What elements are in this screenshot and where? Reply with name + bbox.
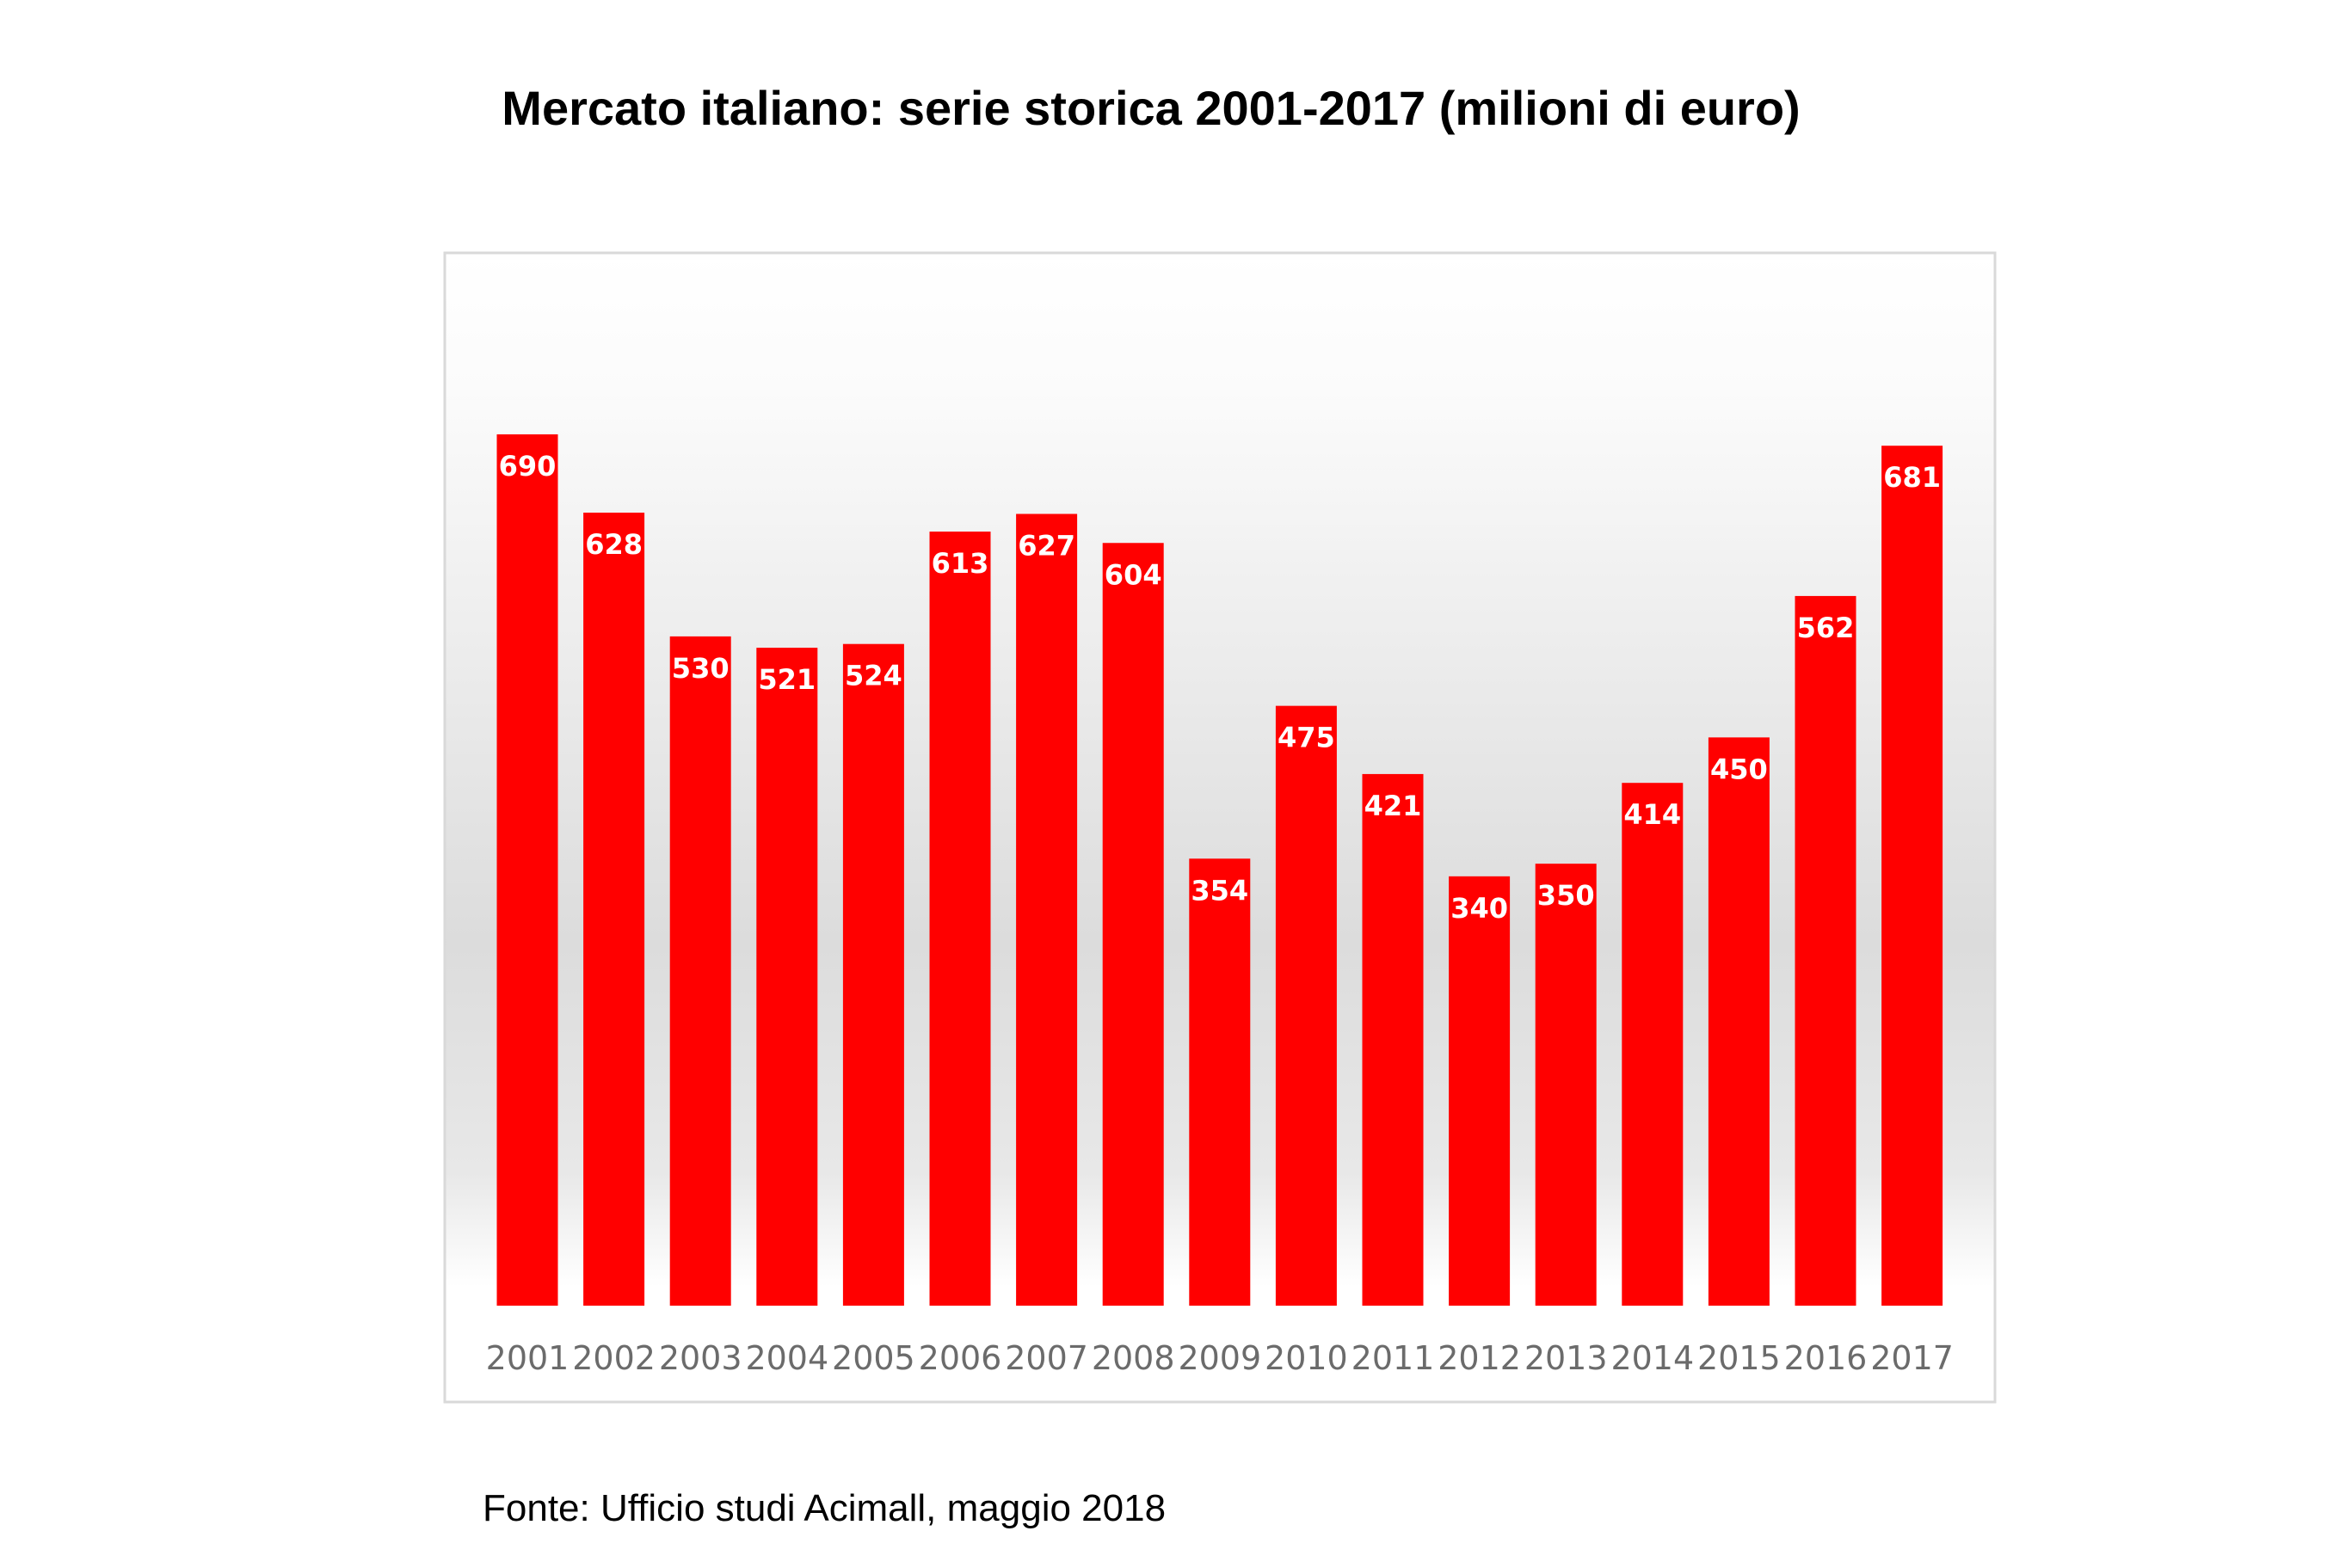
bar-2006 <box>929 532 991 1306</box>
bar-2008 <box>1102 543 1164 1306</box>
data-label-2014: 414 <box>1623 798 1681 831</box>
data-label-2012: 340 <box>1450 892 1508 925</box>
data-label-2005: 524 <box>845 660 902 692</box>
bar-2001 <box>496 434 558 1306</box>
bar-2012 <box>1449 876 1511 1306</box>
bar-2016 <box>1795 595 1856 1306</box>
source-note: Fonte: Ufficio studi Acimall, maggio 201… <box>483 1487 1166 1529</box>
x-tick-label: 2017 <box>1870 1339 1954 1377</box>
bar-2011 <box>1362 773 1424 1306</box>
x-tick-label: 2011 <box>1351 1339 1435 1377</box>
data-label-2003: 530 <box>672 652 730 685</box>
data-label-2006: 613 <box>932 547 989 580</box>
bar-2010 <box>1275 705 1337 1306</box>
data-label-2002: 628 <box>585 528 643 561</box>
bar-2004 <box>756 648 818 1306</box>
x-tick-label: 2010 <box>1265 1339 1348 1377</box>
x-tick-label: 2013 <box>1524 1339 1608 1377</box>
data-label-2015: 450 <box>1710 753 1768 785</box>
data-label-2016: 562 <box>1797 612 1855 644</box>
bar-2013 <box>1535 864 1597 1306</box>
bar-2002 <box>583 513 645 1306</box>
bar-2014 <box>1622 783 1684 1306</box>
bar-2005 <box>842 643 904 1306</box>
x-tick-label: 2015 <box>1697 1339 1781 1377</box>
data-label-2013: 350 <box>1537 879 1595 912</box>
x-tick-label: 2014 <box>1610 1339 1694 1377</box>
x-tick-label: 2008 <box>1092 1339 1175 1377</box>
x-tick-label: 2004 <box>745 1339 828 1377</box>
data-label-2017: 681 <box>1883 461 1941 494</box>
data-label-2004: 521 <box>758 663 816 696</box>
chart-title: Mercato italiano: serie storica 2001-201… <box>502 81 1800 135</box>
data-label-2001: 690 <box>499 450 557 483</box>
x-tick-label: 2003 <box>659 1339 742 1377</box>
data-label-2010: 475 <box>1278 722 1335 754</box>
bar-2009 <box>1189 858 1251 1306</box>
x-tick-label: 2012 <box>1438 1339 1521 1377</box>
bar-2015 <box>1708 737 1770 1306</box>
data-label-2009: 354 <box>1191 874 1248 907</box>
data-label-2007: 627 <box>1018 529 1075 562</box>
x-tick-label: 2016 <box>1784 1339 1868 1377</box>
bar-2003 <box>669 636 731 1306</box>
x-tick-label: 2006 <box>919 1339 1002 1377</box>
x-tick-label: 2009 <box>1178 1339 1261 1377</box>
bar-2007 <box>1016 513 1078 1306</box>
x-tick-label: 2001 <box>486 1339 570 1377</box>
x-tick-label: 2007 <box>1005 1339 1088 1377</box>
data-label-2011: 421 <box>1364 790 1422 822</box>
bar-2017 <box>1881 446 1943 1306</box>
data-label-2008: 604 <box>1105 558 1162 591</box>
x-tick-label: 2005 <box>832 1339 915 1377</box>
x-tick-label: 2002 <box>572 1339 656 1377</box>
